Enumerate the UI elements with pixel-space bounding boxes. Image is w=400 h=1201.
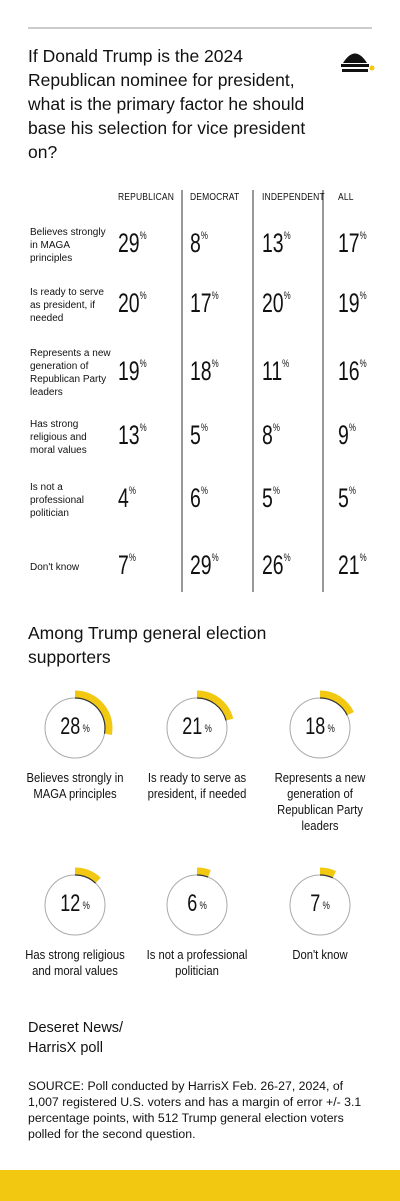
gauge-arc-inner [319,697,348,716]
cell-value: 29% [118,228,147,258]
gauge-value-label: 21% [182,713,212,740]
column-header: ALL [338,192,354,203]
row-label: Is not a professional politician [30,481,84,519]
gauge-arc [74,867,101,883]
cell-value: 20% [118,288,147,318]
gauge-value-label: 12% [60,890,90,917]
gauge-arc-inner [196,697,227,721]
gauge-arc [319,867,336,878]
source: SOURCE: Poll conducted by HarrisX Feb. 2… [28,1079,362,1141]
column-header: REPUBLICAN [118,192,175,203]
row-label: Believes strongly in MAGA principles [30,226,106,264]
cell-value: 16% [338,356,367,386]
cell-value: 8% [262,420,280,450]
gauge-arc-inner [319,874,334,879]
column-header: DEMOCRAT [190,192,240,203]
gauge-arc-inner [196,874,209,878]
cell-value: 13% [262,228,291,258]
gauge-arc [74,690,113,736]
gauge-label: Believes strongly in MAGA principles [26,771,124,801]
cell-value: 20% [262,288,291,318]
cell-value: 5% [190,420,208,450]
cell-value: 29% [190,550,219,580]
cell-value: 13% [118,420,147,450]
cell-value: 8% [190,228,208,258]
cell-value: 6% [190,483,208,513]
gauge-value-label: 28% [60,713,90,740]
row-label: Represents a new generation of Republica… [30,348,111,398]
credit: Deseret News/ HarrisX poll [28,1020,124,1056]
gauge-label: Represents a new generation of Republica… [274,771,366,833]
gauge-value-label: 7% [310,890,330,917]
gauge-arc [196,690,234,721]
cell-value: 9% [338,420,356,450]
gauge-arc [319,690,354,716]
row-label: Is ready to serve as president, if neede… [30,286,104,324]
logo [341,53,375,72]
gauge-value-label: 18% [305,713,335,740]
cell-value: 17% [190,288,219,318]
cell-value: 5% [338,483,356,513]
row-label: Has strong religious and moral values [30,418,87,456]
gauge-label: Don't know [292,948,348,962]
cell-value: 19% [118,356,147,386]
gauge-label: Is ready to serve as president, if neede… [147,771,247,801]
gauge-arc-inner [74,874,96,884]
cell-value: 18% [190,356,219,386]
gauge-value-label: 6% [187,890,207,917]
column-header: INDEPENDENT [262,192,325,203]
cell-value: 21% [338,550,367,580]
cell-value: 26% [262,550,291,580]
gauge-arc [196,867,211,877]
gauge-label: Has strong religious and moral values [25,948,125,978]
chart-title: Among Trump general election supporters [28,623,267,667]
cell-value: 19% [338,288,367,318]
gauge-arc-inner [74,697,106,734]
title: If Donald Trump is the 2024 Republican n… [28,46,306,162]
cell-value: 5% [262,483,280,513]
cell-value: 7% [118,550,136,580]
footer-bar [0,1170,400,1201]
row-label: Don't know [30,561,80,573]
cell-value: 4% [118,483,136,513]
gauge-label: Is not a professional politician [146,948,248,978]
cell-value: 17% [338,228,367,258]
cell-value: 11% [262,356,290,386]
